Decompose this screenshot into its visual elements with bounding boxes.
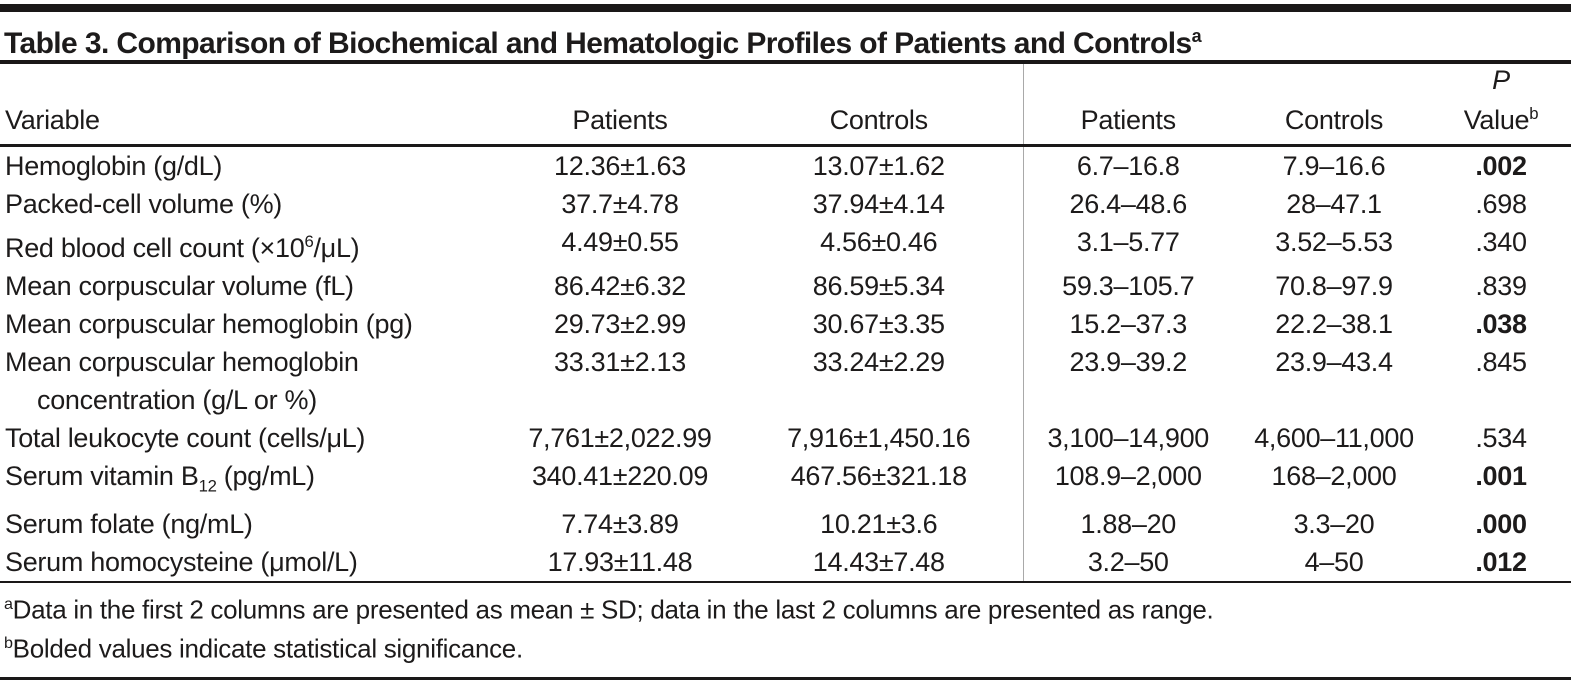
header-patients-range: Patients: [1022, 64, 1233, 147]
p-value-cell: .340: [1475, 227, 1527, 257]
p-value-cell: .534: [1475, 423, 1527, 453]
patients-mean-cell: 7,761±2,022.99: [528, 423, 712, 453]
variable-cell: Total leukocyte count (cells/μL): [5, 423, 366, 453]
header-variable: Variable: [0, 64, 505, 147]
p-value-cell: .698: [1475, 189, 1527, 219]
table-row: Total leukocyte count (cells/μL) 7,761±2…: [0, 419, 1571, 457]
patients-mean-cell: 29.73±2.99: [554, 309, 686, 339]
patients-range-cell: 59.3–105.7: [1022, 267, 1233, 305]
controls-mean-cell: 10.21±3.6: [820, 509, 938, 540]
comparison-table: Variable Patients Controls Patients Cont…: [0, 64, 1571, 582]
variable-cell: Hemoglobin (g/dL): [5, 151, 223, 181]
p-value-cell: .002: [1475, 151, 1527, 181]
table-row: Serum folate (ng/mL) 7.74±3.89 10.21±3.6…: [0, 505, 1571, 544]
variable-cell: Serum vitamin B12 (pg/mL): [5, 461, 315, 496]
header-controls-range: Controls: [1233, 64, 1435, 147]
header-p-value: P Valueb: [1435, 64, 1571, 147]
controls-mean-cell: 37.94±4.14: [812, 189, 945, 219]
controls-mean-cell: 13.07±1.62: [812, 151, 945, 181]
patients-mean-cell: 12.36±1.63: [554, 151, 686, 181]
patients-range-cell: 1.88–20: [1022, 505, 1233, 544]
controls-mean-cell: 14.43±7.48: [812, 547, 945, 578]
patients-range-cell: 3,100–14,900: [1022, 419, 1233, 457]
patients-mean-cell: 7.74±3.89: [561, 509, 679, 540]
patients-mean-cell: 17.93±11.48: [547, 547, 693, 578]
top-rule: [0, 4, 1571, 12]
controls-range-cell: 22.2–38.1: [1275, 309, 1393, 339]
title-rule: [0, 60, 1571, 64]
variable-cell: Mean corpuscular hemoglobin (pg): [5, 309, 413, 339]
table-row: Hemoglobin (g/dL) 12.36±1.63 13.07±1.62 …: [0, 145, 1571, 185]
patients-range-cell: 3.1–5.77: [1022, 223, 1233, 267]
controls-mean-cell: 86.59±5.34: [812, 271, 945, 301]
header-row: Variable Patients Controls Patients Cont…: [0, 64, 1571, 147]
footnote-rule: [0, 581, 1571, 584]
variable-cell: Serum homocysteine (μmol/L): [5, 547, 358, 578]
patients-range-cell: 26.4–48.6: [1022, 185, 1233, 223]
variable-cell: Mean corpuscular volume (fL): [5, 271, 354, 301]
controls-range-cell: 28–47.1: [1286, 189, 1382, 219]
controls-range-cell: 23.9–43.4: [1275, 347, 1393, 377]
patients-range-cell: 108.9–2,000: [1022, 457, 1233, 506]
p-value-cell: .001: [1475, 461, 1527, 491]
header-controls-mean: Controls: [735, 64, 1023, 147]
controls-range-cell: 4–50: [1304, 547, 1364, 578]
controls-mean-cell: 4.56±0.46: [820, 227, 938, 257]
patients-mean-cell: 340.41±220.09: [531, 461, 709, 491]
controls-range-cell: 7.9–16.6: [1282, 151, 1386, 181]
patients-range-cell: 3.2–50: [1022, 543, 1233, 582]
patients-mean-cell: 86.42±6.32: [554, 271, 686, 301]
p-value-cell: .839: [1475, 271, 1527, 301]
controls-range-cell: 168–2,000: [1271, 461, 1397, 491]
controls-range-cell: 4,600–11,000: [1254, 423, 1414, 453]
controls-mean-cell: 30.67±3.35: [812, 309, 945, 339]
p-value-cell: .845: [1475, 347, 1527, 377]
footnote-b: bBolded values indicate statistical sign…: [4, 633, 523, 664]
journal-table-page: Table 3. Comparison of Biochemical and H…: [0, 4, 1571, 680]
controls-range-cell: 3.3–20: [1293, 509, 1375, 540]
patients-mean-cell: 33.31±2.13: [554, 347, 686, 377]
footnotes: aData in the first 2 columns are present…: [0, 583, 1571, 665]
p-value-cell: .038: [1475, 309, 1527, 339]
variable-cell: Serum folate (ng/mL): [5, 509, 253, 540]
controls-mean-cell: 467.56±321.18: [790, 461, 967, 491]
controls-range-cell: 3.52–5.53: [1275, 227, 1393, 257]
table-row: Serum vitamin B12 (pg/mL) 340.41±220.09 …: [0, 457, 1571, 506]
bottom-rule: [0, 676, 1571, 680]
table-row: Mean corpuscular hemoglobin concentration…: [0, 343, 1571, 419]
controls-mean-cell: 7,916±1,450.16: [787, 423, 971, 453]
variable-cell: Red blood cell count (×106/μL): [5, 232, 360, 263]
table-row: Packed-cell volume (%) 37.7±4.78 37.94±4…: [0, 185, 1571, 223]
table-title: Table 3. Comparison of Biochemical and H…: [4, 26, 1202, 60]
patients-mean-cell: 37.7±4.78: [561, 189, 679, 219]
controls-mean-cell: 33.24±2.29: [812, 347, 945, 377]
header-patients-mean: Patients: [505, 64, 735, 147]
patients-mean-cell: 4.49±0.55: [561, 227, 679, 257]
footnote-a: aData in the first 2 columns are present…: [4, 595, 1214, 626]
table-row: Red blood cell count (×106/μL) 4.49±0.55…: [0, 223, 1571, 267]
variable-cell: Mean corpuscular hemoglobin concentration…: [5, 347, 359, 415]
p-value-cell: .012: [1475, 547, 1527, 578]
p-value-cell: .000: [1475, 509, 1527, 540]
patients-range-cell: 15.2–37.3: [1022, 305, 1233, 343]
controls-range-cell: 70.8–97.9: [1275, 271, 1393, 301]
table-row: Serum homocysteine (μmol/L) 17.93±11.48 …: [0, 543, 1571, 582]
table-row: Mean corpuscular volume (fL) 86.42±6.32 …: [0, 267, 1571, 305]
table-row: Mean corpuscular hemoglobin (pg) 29.73±2…: [0, 305, 1571, 343]
patients-range-cell: 6.7–16.8: [1022, 145, 1233, 185]
variable-cell: Packed-cell volume (%): [5, 189, 282, 219]
patients-range-cell: 23.9–39.2: [1022, 343, 1233, 419]
